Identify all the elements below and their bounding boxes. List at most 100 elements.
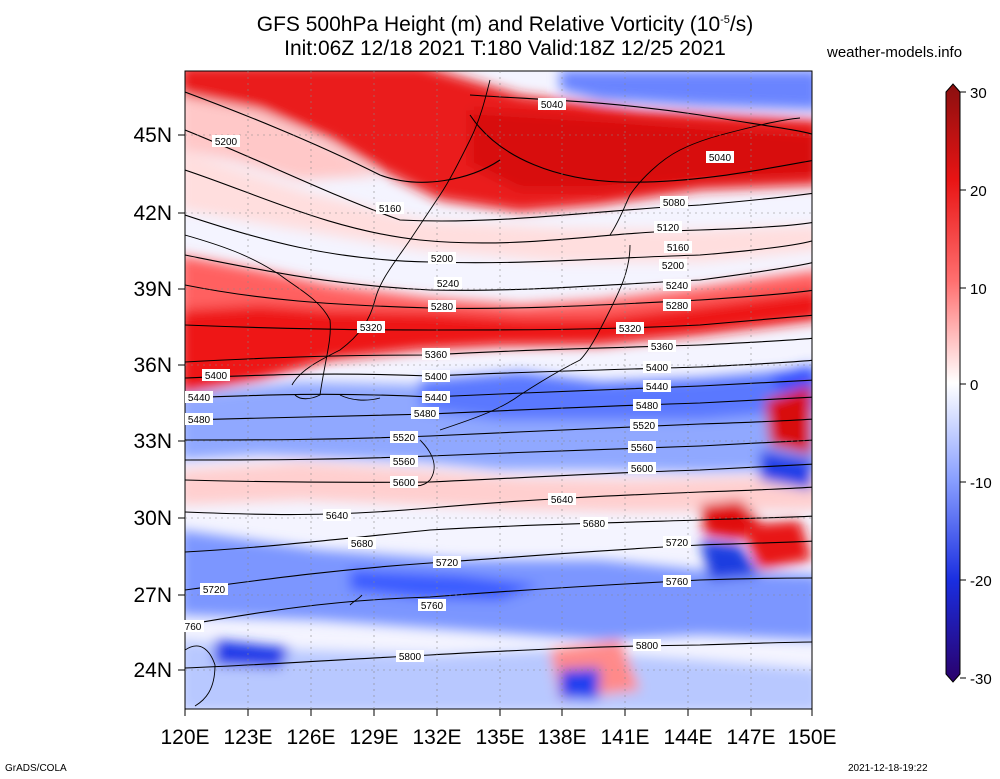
colorbar-scale — [945, 83, 961, 683]
contour-label: 5200 — [212, 135, 240, 148]
contour-label: 5720 — [200, 583, 228, 596]
svg-text:5160: 5160 — [379, 204, 402, 215]
svg-text:5600: 5600 — [393, 478, 416, 489]
lon-label: 126E — [286, 726, 335, 749]
svg-text:5760: 5760 — [666, 577, 689, 588]
svg-text:5560: 5560 — [393, 457, 416, 468]
lon-label: 123E — [223, 726, 272, 749]
svg-text:5720: 5720 — [666, 538, 689, 549]
svg-text:5480: 5480 — [188, 415, 211, 426]
map-title: GFS 500hPa Height (m) and Relative Vorti… — [256, 13, 754, 36]
height-contours — [185, 91, 812, 669]
svg-text:5080: 5080 — [663, 198, 686, 209]
colorbar: 30 20 10 0 -10 -20 -30 — [945, 83, 992, 688]
colorbar-label: -10 — [970, 475, 992, 492]
latitude-axis: 45N 42N 39N 36N 33N 30N 27N 24N — [133, 124, 172, 682]
lat-label: 27N — [133, 584, 172, 607]
svg-text:5560: 5560 — [631, 443, 654, 454]
contour-label: 5160 — [664, 241, 692, 254]
lon-label: 120E — [160, 726, 209, 749]
svg-text:5480: 5480 — [636, 401, 659, 412]
contour-label: 5560 — [628, 441, 656, 454]
contour-label: 5680 — [580, 517, 608, 530]
svg-text:5800: 5800 — [399, 652, 422, 663]
contour-label: 5520 — [630, 419, 658, 432]
svg-text:5160: 5160 — [667, 243, 690, 254]
lon-label: 132E — [412, 726, 461, 749]
contour-label: 5440 — [185, 391, 213, 404]
lat-label: 30N — [133, 507, 172, 530]
contour-label: 5800 — [396, 650, 424, 663]
svg-text:5600: 5600 — [631, 464, 654, 475]
lat-label: 33N — [133, 430, 172, 453]
contour-label: 5480 — [185, 413, 213, 426]
svg-text:5440: 5440 — [425, 393, 448, 404]
contour-label: 5320 — [357, 321, 385, 334]
footer-software: GrADS/COLA — [5, 763, 67, 774]
lon-label: 129E — [349, 726, 398, 749]
contour-label: 5360 — [422, 348, 450, 361]
contour-label: 5640 — [548, 493, 576, 506]
contour-label: 5560 — [390, 455, 418, 468]
lat-label: 24N — [133, 659, 172, 682]
svg-text:5360: 5360 — [425, 350, 448, 361]
svg-text:760: 760 — [185, 622, 202, 633]
svg-text:5240: 5240 — [437, 279, 460, 290]
svg-text:5640: 5640 — [551, 495, 574, 506]
contour-label: 5400 — [422, 370, 450, 383]
contour-label: 760 — [182, 620, 204, 633]
lat-label: 45N — [133, 124, 172, 147]
svg-text:5200: 5200 — [215, 137, 238, 148]
lat-label: 39N — [133, 278, 172, 301]
contour-label: 5200 — [428, 252, 456, 265]
svg-text:5320: 5320 — [619, 324, 642, 335]
svg-text:5400: 5400 — [425, 372, 448, 383]
contour-label: 5600 — [390, 476, 418, 489]
svg-text:5800: 5800 — [636, 641, 659, 652]
contour-label: 5040 — [706, 151, 734, 164]
colorbar-label: -30 — [970, 671, 992, 688]
svg-text:5040: 5040 — [709, 153, 732, 164]
svg-text:5240: 5240 — [666, 281, 689, 292]
contour-label-group: 5040 5040 5080 5120 5160 5160 5200 5200 5200 5240… — [182, 98, 734, 663]
svg-text:5760: 5760 — [421, 601, 444, 612]
svg-text:5040: 5040 — [541, 100, 564, 111]
footer-timestamp: 2021-12-18-19:22 — [848, 763, 928, 774]
svg-text:5520: 5520 — [393, 433, 416, 444]
contour-label: 5360 — [648, 340, 676, 353]
svg-text:5720: 5720 — [436, 558, 459, 569]
contour-label: 5240 — [663, 279, 691, 292]
contour-label: 5720 — [433, 556, 461, 569]
contour-label: 5280 — [663, 299, 691, 312]
svg-text:5200: 5200 — [662, 261, 685, 272]
contour-label: 5480 — [411, 407, 439, 420]
svg-text:5720: 5720 — [203, 585, 226, 596]
svg-text:5280: 5280 — [431, 302, 454, 313]
contour-label: 5720 — [663, 536, 691, 549]
lon-label: 147E — [726, 726, 775, 749]
longitude-axis: 120E 123E 126E 129E 132E 135E 138E 141E 144E 147E… — [160, 726, 836, 749]
lon-label: 144E — [663, 726, 712, 749]
colorbar-label: 30 — [970, 85, 987, 102]
contour-label: 5480 — [633, 399, 661, 412]
contour-label: 5120 — [654, 221, 682, 234]
svg-text:5520: 5520 — [633, 421, 656, 432]
brand-watermark: weather-models.info — [827, 44, 963, 61]
contour-label: 5760 — [418, 599, 446, 612]
contour-label: 5400 — [202, 369, 230, 382]
svg-text:5480: 5480 — [414, 409, 437, 420]
colorbar-label: 20 — [970, 183, 987, 200]
contour-label: 5680 — [348, 537, 376, 550]
contour-label: 5280 — [428, 300, 456, 313]
contour-label: 5200 — [659, 259, 687, 272]
map-subtitle: Init:06Z 12/18 2021 T:180 Valid:18Z 12/2… — [284, 37, 726, 60]
contour-label: 5600 — [628, 462, 656, 475]
svg-text:5120: 5120 — [657, 223, 680, 234]
lon-label: 141E — [600, 726, 649, 749]
svg-text:5440: 5440 — [188, 393, 211, 404]
contour-label: 5640 — [323, 509, 351, 522]
svg-text:5440: 5440 — [646, 382, 669, 393]
svg-text:5280: 5280 — [666, 301, 689, 312]
contour-label: 5040 — [538, 98, 566, 111]
plot-frame — [178, 70, 813, 716]
